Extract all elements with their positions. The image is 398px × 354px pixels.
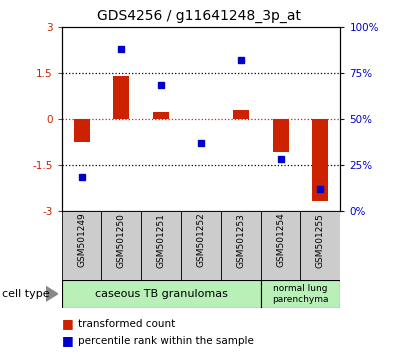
Text: GSM501252: GSM501252: [197, 213, 205, 268]
Bar: [273, 119, 289, 152]
Text: GSM501254: GSM501254: [276, 213, 285, 268]
Text: GSM501253: GSM501253: [236, 213, 245, 268]
Text: ■: ■: [62, 334, 74, 347]
Bar: [261, 280, 340, 308]
Text: GSM501251: GSM501251: [157, 213, 166, 268]
Bar: [113, 76, 129, 119]
Bar: [62, 211, 101, 280]
Text: percentile rank within the sample: percentile rank within the sample: [78, 336, 254, 346]
Text: ■: ■: [62, 318, 74, 330]
Text: cell type: cell type: [2, 289, 50, 299]
Bar: [312, 119, 328, 201]
Text: normal lung
parenchyma: normal lung parenchyma: [272, 284, 329, 303]
Polygon shape: [46, 286, 58, 301]
Bar: [141, 211, 181, 280]
Bar: [153, 113, 169, 119]
Bar: [221, 211, 261, 280]
Bar: [261, 211, 300, 280]
Text: GSM501249: GSM501249: [77, 213, 86, 268]
Text: transformed count: transformed count: [78, 319, 175, 329]
Text: GSM501255: GSM501255: [316, 213, 325, 268]
Bar: [233, 110, 249, 119]
Text: caseous TB granulomas: caseous TB granulomas: [95, 289, 228, 299]
Bar: [181, 211, 221, 280]
Bar: [62, 280, 261, 308]
Bar: [74, 119, 90, 142]
Bar: [101, 211, 141, 280]
Bar: [300, 211, 340, 280]
Text: GDS4256 / g11641248_3p_at: GDS4256 / g11641248_3p_at: [97, 9, 301, 23]
Text: GSM501250: GSM501250: [117, 213, 126, 268]
